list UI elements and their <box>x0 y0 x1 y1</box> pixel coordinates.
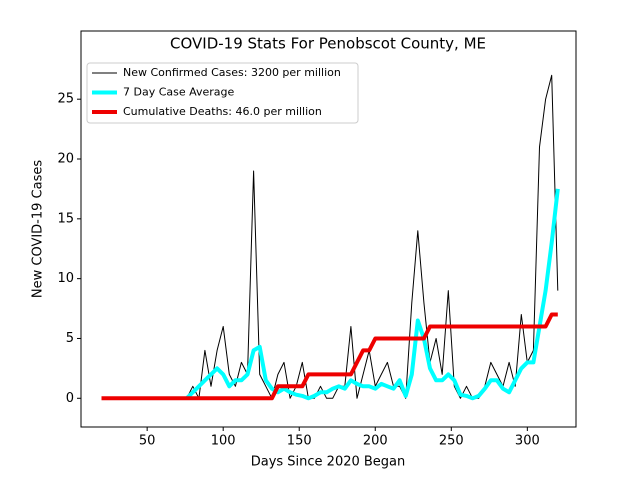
chart-title: COVID-19 Stats For Penobscot County, ME <box>170 35 486 53</box>
x-tick-label: 300 <box>515 434 540 449</box>
legend-label: 7 Day Case Average <box>123 86 235 99</box>
series-line <box>101 312 558 401</box>
y-tick-label: 5 <box>66 331 74 346</box>
y-axis-label: New COVID-19 Cases <box>31 160 46 298</box>
y-tick-label: 10 <box>57 271 74 286</box>
legend-label: Cumulative Deaths: 46.0 per million <box>123 105 322 118</box>
y-tick-label: 25 <box>57 92 74 107</box>
y-tick-label: 0 <box>66 391 74 406</box>
x-axis-label: Days Since 2020 Began <box>251 455 406 470</box>
x-tick-label: 100 <box>211 434 236 449</box>
series-line <box>186 74 559 399</box>
legend-box <box>86 62 359 124</box>
series-line <box>185 188 560 401</box>
y-tick-label: 20 <box>57 152 74 167</box>
plot-frame <box>80 30 577 428</box>
x-tick-label: 150 <box>287 434 312 449</box>
legend-label: New Confirmed Cases: 3200 per million <box>123 66 341 79</box>
x-tick-label: 250 <box>439 434 464 449</box>
x-tick-label: 50 <box>139 434 156 449</box>
x-tick-label: 200 <box>363 434 388 449</box>
y-tick-label: 15 <box>57 211 74 226</box>
